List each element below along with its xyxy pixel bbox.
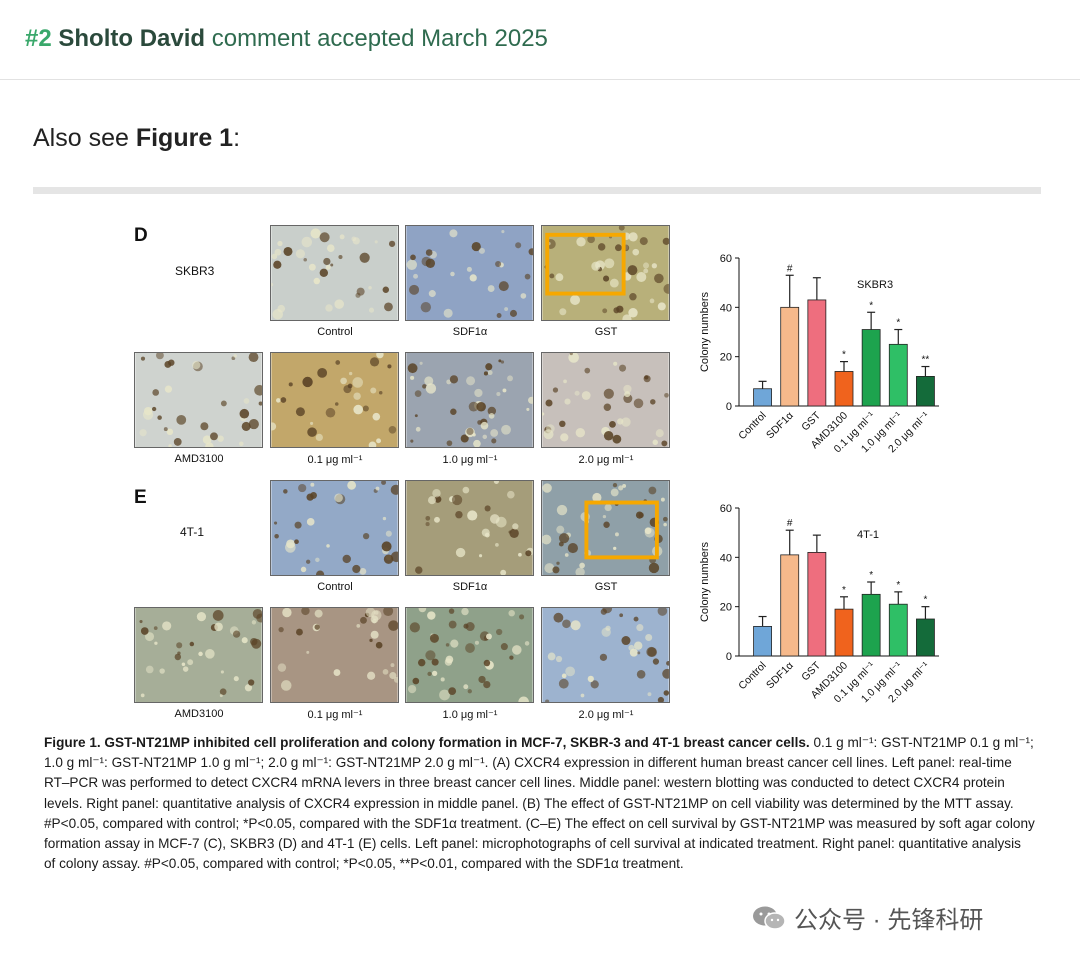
bar: [888, 603, 908, 657]
significance-label: *: [896, 318, 900, 329]
micrograph-skbr3-5: [270, 352, 399, 448]
micrograph-4t1-4: [134, 607, 263, 703]
cell-line-label-e: 4T-1: [180, 525, 205, 539]
micrograph-label: Control: [317, 581, 353, 593]
comment-number[interactable]: #2: [25, 25, 52, 52]
figure-caption: Figure 1. GST-NT21MP inhibited cell prol…: [44, 733, 1036, 874]
y-tick-label: 60: [720, 503, 732, 515]
figure-ref: Figure 1: [135, 124, 234, 152]
significance-label: *: [842, 585, 846, 596]
bar: [834, 371, 854, 407]
bar: [834, 608, 854, 657]
micrograph-label: Control: [317, 326, 353, 338]
see-also-suffix: :: [233, 124, 241, 152]
comment-header: #2 Sholto David comment accepted March 2…: [0, 0, 1080, 80]
y-tick-label: 20: [720, 602, 732, 614]
significance-label: *: [842, 350, 846, 361]
panel-letter-d: D: [134, 225, 148, 246]
chart-title: 4T-1: [857, 529, 879, 541]
micrograph-label: SDF1α: [452, 326, 488, 338]
wechat-icon: [753, 906, 786, 930]
category-label: Control: [736, 660, 768, 692]
bar: [861, 593, 881, 657]
significance-label: *: [869, 570, 873, 581]
y-tick-label: 0: [726, 651, 732, 663]
significance-label: *: [923, 595, 927, 606]
significance-label: #: [787, 263, 793, 274]
bar: [916, 618, 935, 657]
figure-image: D SKBR3 E 4T-1 Control SDF1α GST AMD3100 0.1…: [0, 200, 1080, 960]
bar-chart-skbr3: 0 20 40 60 Colony numbers SKBR3 Control # SDF1α G…: [699, 253, 939, 455]
micrograph-skbr3-4: [134, 352, 263, 448]
micrograph-4t1-5: [270, 607, 399, 703]
micrograph-4t1-3: [541, 480, 670, 576]
significance-label: *: [896, 580, 900, 591]
panel-letter-e: E: [134, 487, 147, 508]
bar: [807, 552, 827, 657]
comment-status: comment accepted March 2025: [211, 25, 548, 52]
micrograph-label: GST: [594, 326, 618, 338]
bar: [780, 306, 800, 407]
micrograph-label: GST: [594, 581, 618, 593]
caption-body: 0.1 g ml⁻¹: GST-NT21MP 0.1 g ml⁻¹; 1.0 g…: [44, 735, 1035, 872]
micrograph-label: 1.0 μg ml⁻¹: [442, 709, 498, 721]
category-label: SDF1α: [764, 660, 796, 692]
micrograph-label: SDF1α: [452, 581, 488, 593]
bar: [888, 343, 908, 407]
separator: [33, 187, 1041, 194]
category-label: GST: [799, 409, 823, 433]
bar: [753, 388, 772, 407]
micrograph-skbr3-1: [270, 225, 399, 321]
micrograph-skbr3-2: [405, 225, 534, 321]
micrograph-4t1-1: [270, 480, 399, 576]
bar: [861, 329, 881, 407]
category-label: GST: [799, 659, 823, 683]
micrograph-label: 0.1 μg ml⁻¹: [307, 709, 363, 721]
micrograph-4t1-6: [405, 607, 534, 703]
micrograph-4t1-2: [405, 480, 534, 576]
caption-title: Figure 1. GST-NT21MP inhibited cell prol…: [44, 735, 810, 750]
micrograph-label: 2.0 μg ml⁻¹: [578, 709, 634, 721]
watermark: 公众号 · 先锋科研: [752, 900, 983, 935]
micrograph-label: 0.1 μg ml⁻¹: [307, 454, 363, 466]
bar: [807, 299, 827, 407]
y-axis-label: Colony numbers: [699, 291, 711, 372]
comment-title: #2 Sholto David comment accepted March 2…: [25, 25, 548, 53]
significance-label: **: [922, 355, 930, 366]
micrograph-label: AMD3100: [174, 708, 224, 720]
micrograph-skbr3-6: [405, 352, 534, 448]
y-tick-label: 20: [720, 352, 732, 364]
micrograph-skbr3-3: [541, 225, 670, 321]
y-axis-label: Colony numbers: [699, 541, 711, 622]
bar: [780, 554, 800, 657]
significance-label: #: [787, 518, 793, 529]
y-tick-label: 60: [720, 253, 732, 265]
bar-chart-4t1: 0 20 40 60 Colony numbers 4T-1 Control # SDF1α GS…: [699, 503, 939, 705]
see-also-prefix: Also see: [33, 124, 136, 152]
see-also-line: Also see Figure 1:: [33, 124, 240, 153]
watermark-text: 公众号 · 先锋科研: [794, 907, 984, 934]
bar: [753, 625, 772, 657]
comment-author[interactable]: Sholto David: [58, 25, 206, 52]
cell-line-label-d: SKBR3: [175, 264, 215, 278]
significance-label: *: [869, 300, 873, 311]
y-tick-label: 0: [726, 401, 732, 413]
bar: [916, 375, 935, 407]
micrograph-label: AMD3100: [174, 453, 224, 465]
micrograph-label: 1.0 μg ml⁻¹: [442, 454, 498, 466]
y-tick-label: 40: [720, 302, 732, 314]
micrograph-skbr3-7: [541, 352, 670, 448]
micrograph-label: 2.0 μg ml⁻¹: [578, 454, 634, 466]
category-label: SDF1α: [764, 410, 796, 442]
category-label: Control: [736, 410, 768, 442]
chart-title: SKBR3: [857, 279, 893, 291]
micrograph-4t1-7: [541, 607, 670, 703]
y-tick-label: 40: [720, 552, 732, 564]
